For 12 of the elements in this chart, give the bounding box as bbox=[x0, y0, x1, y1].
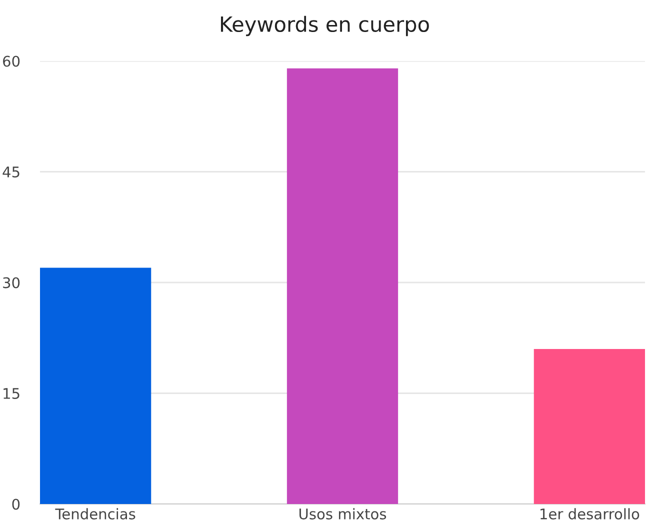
bar bbox=[40, 268, 152, 504]
chart-title: Keywords en cuerpo bbox=[220, 16, 429, 36]
x-tick-label: Tendencias bbox=[55, 508, 136, 520]
x-tick-label: Usos mixtos bbox=[299, 508, 386, 520]
y-tick-label: 30 bbox=[3, 277, 20, 288]
x-tick-label: 1er desarrollo bbox=[540, 508, 640, 520]
y-tick-label: 60 bbox=[3, 56, 20, 67]
y-tick-label: 45 bbox=[2, 166, 20, 178]
bar bbox=[286, 68, 398, 504]
y-tick-label: 0 bbox=[12, 498, 20, 510]
bar bbox=[534, 348, 645, 504]
y-tick-label: 15 bbox=[4, 388, 20, 399]
